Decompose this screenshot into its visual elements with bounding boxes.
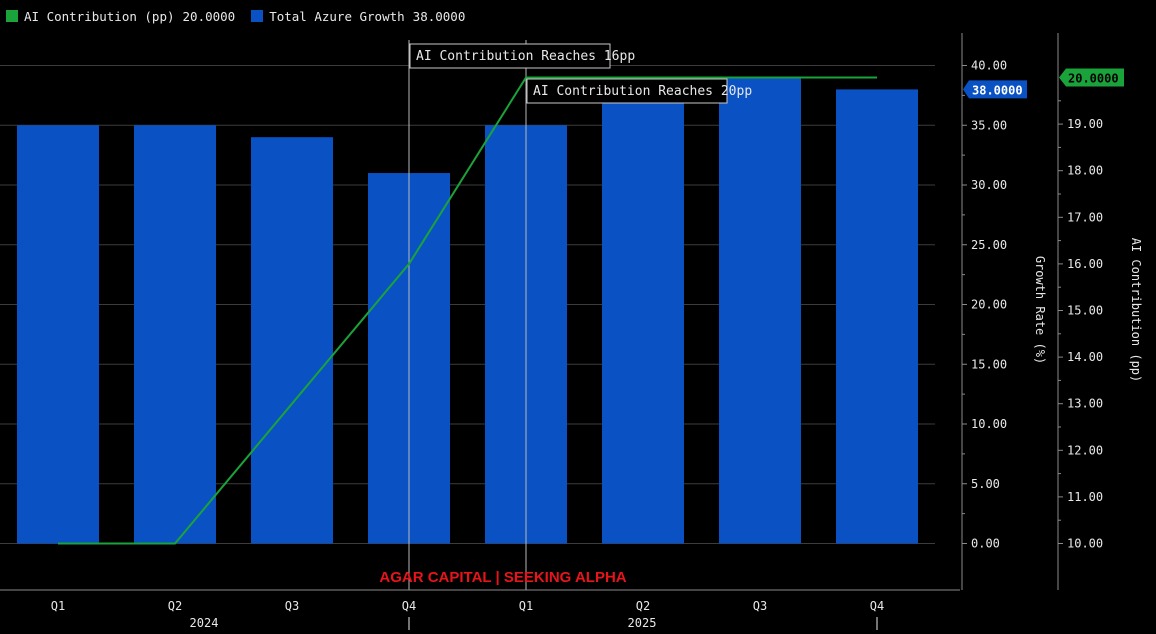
right-tick-label: 10.00 (1067, 537, 1103, 551)
bar-series (17, 77, 918, 544)
right-axis-title: AI Contribution (pp) (1129, 238, 1143, 383)
left-tick-label: 25.00 (971, 238, 1007, 252)
left-last-value-label: 38.0000 (972, 83, 1023, 97)
legend-value: 20.0000 (182, 8, 236, 24)
left-tick-label: 10.00 (971, 417, 1007, 431)
right-tick-label: 14.00 (1067, 350, 1103, 364)
right-tick-label: 13.00 (1067, 397, 1103, 411)
right-tick-label: 15.00 (1067, 304, 1103, 318)
right-tick-label: 18.00 (1067, 164, 1103, 178)
left-tick-label: 40.00 (971, 59, 1007, 73)
legend-item-azure-growth[interactable]: Total Azure Growth 38.0000 (251, 9, 465, 24)
right-tick-label: 17.00 (1067, 210, 1103, 224)
right-last-value-tag (1059, 68, 1124, 87)
annotation-box (526, 78, 728, 104)
bar (602, 101, 684, 544)
bar (836, 89, 918, 544)
legend-swatch-azure-growth (251, 10, 264, 22)
legend-label: AI Contribution (pp) (24, 8, 175, 24)
left-last-value-tag (963, 80, 1027, 99)
bar (17, 125, 99, 544)
left-tick-label: 35.00 (971, 118, 1007, 132)
annotation-box (409, 43, 611, 69)
legend-label: Total Azure Growth (269, 8, 405, 24)
axes: 0.00 5.00 10.00 15.00 20.00 25.00 30.00 35.00 40… (0, 33, 1143, 630)
legend-item-ai-contribution[interactable]: AI Contribution (pp) 20.0000 (6, 9, 235, 24)
right-tick-label: 12.00 (1067, 443, 1103, 457)
annotation-label: AI Contribution Reaches 16pp (416, 49, 635, 64)
x-tick-label: Q2 (168, 599, 182, 613)
x-tick-label: Q4 (870, 599, 884, 613)
annotations: AI Contribution Reaches 16pp AI Contribut… (57, 43, 878, 544)
bar (134, 125, 216, 544)
x-tick-label: Q1 (519, 599, 533, 613)
watermark: AGAR CAPITAL | SEEKING ALPHA (379, 569, 626, 586)
year-label: 2025 (628, 616, 657, 630)
right-last-value-label: 20.0000 (1068, 72, 1119, 86)
bar (719, 77, 801, 544)
x-tick-label: Q2 (636, 599, 650, 613)
left-tick-label: 15.00 (971, 357, 1007, 371)
year-label: 2024 (190, 616, 219, 630)
legend: AI Contribution (pp) 20.0000 Total Azure… (6, 6, 481, 26)
bar (251, 137, 333, 544)
right-tick-label: 11.00 (1067, 490, 1103, 504)
annotation-lines (408, 40, 527, 590)
left-axis-title: Growth Rate (%) (1033, 256, 1047, 364)
x-tick-label: Q3 (753, 599, 767, 613)
x-tick-label: Q1 (51, 599, 65, 613)
left-tick-label: 0.00 (971, 537, 1000, 551)
left-tick-label: 5.00 (971, 477, 1000, 491)
left-tick-label: 20.00 (971, 298, 1007, 312)
ai-contribution-line (58, 76, 877, 545)
right-tick-label: 19.00 (1067, 117, 1103, 131)
right-tick-label: 16.00 (1067, 257, 1103, 271)
annotation-label: AI Contribution Reaches 20pp (533, 84, 752, 99)
legend-value: 38.0000 (412, 8, 466, 24)
left-tick-label: 30.00 (971, 178, 1007, 192)
x-tick-label: Q3 (285, 599, 299, 613)
x-tick-label: Q4 (402, 599, 416, 613)
legend-swatch-ai-contribution (6, 10, 18, 22)
